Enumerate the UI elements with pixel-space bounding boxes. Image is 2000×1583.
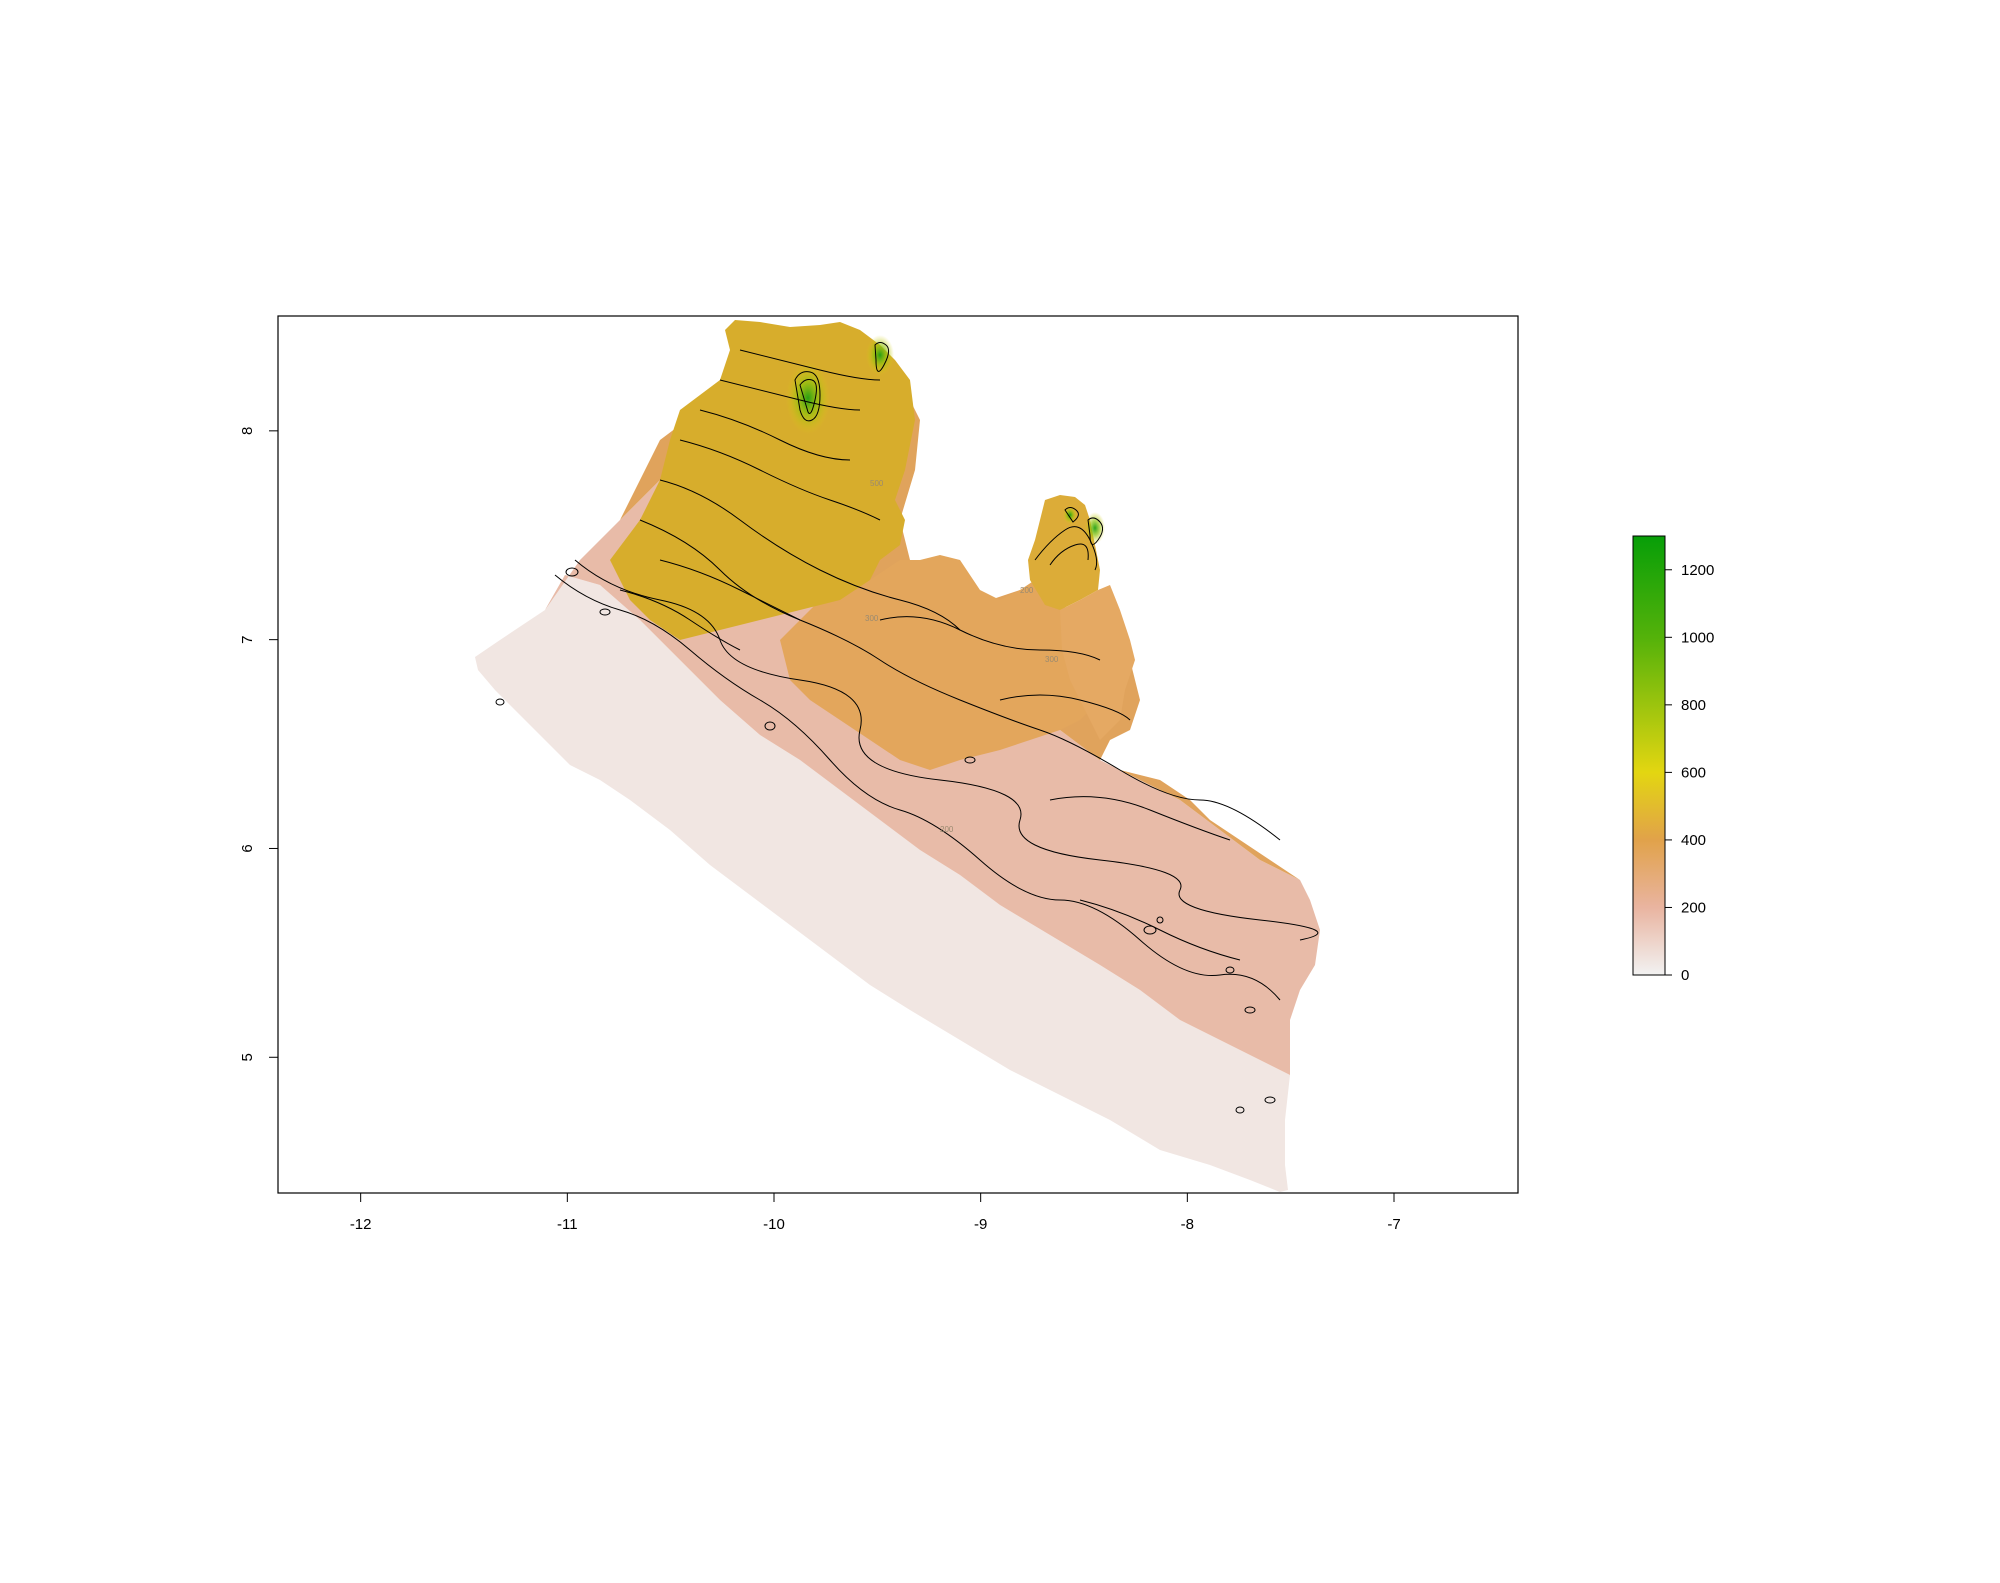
contour-label-4: 200 xyxy=(1020,586,1034,595)
colorbar-tick-label: 0 xyxy=(1681,967,1689,984)
colorbar-tick-label: 1200 xyxy=(1681,562,1714,579)
colorbar: 0 200 400 600 800 1000 1200 xyxy=(1632,535,1714,984)
colorbar-tick-label: 800 xyxy=(1681,697,1706,714)
y-tick-label: 7 xyxy=(239,635,256,643)
contour-label-2: 300 xyxy=(1045,655,1059,664)
region-highland-north xyxy=(610,320,915,640)
y-tick-label: 6 xyxy=(239,844,256,852)
x-tick-label: -7 xyxy=(1387,1216,1400,1233)
contour-label-3: 200 xyxy=(940,825,954,834)
colorbar-tick-label: 600 xyxy=(1681,764,1706,781)
region-highland-east xyxy=(1028,495,1100,610)
x-tick-label: -10 xyxy=(763,1216,785,1233)
x-tick-label: -8 xyxy=(1181,1216,1194,1233)
y-tick-label: 5 xyxy=(239,1053,256,1061)
peak-north-east xyxy=(866,335,894,375)
x-tick-label: -9 xyxy=(974,1216,987,1233)
contour-label-1: 300 xyxy=(865,614,879,623)
x-axis: -12 -11 -10 -9 -8 -7 xyxy=(350,1192,1401,1233)
peak-east xyxy=(1085,512,1105,544)
colorbar-tick-label: 200 xyxy=(1681,899,1706,916)
peak-east-2 xyxy=(1063,506,1077,524)
region-lowland xyxy=(475,575,1290,1192)
peak-north xyxy=(786,362,830,434)
y-axis: 5 6 7 8 xyxy=(239,427,279,1061)
y-tick-label: 8 xyxy=(239,427,256,435)
contour-lines xyxy=(495,342,1319,1114)
region-central-upland xyxy=(780,555,1110,770)
colorbar-body xyxy=(1632,535,1666,976)
x-tick-label: -12 xyxy=(350,1216,372,1233)
colorbar-tick-label: 400 xyxy=(1681,832,1706,849)
colorbar-tick-label: 1000 xyxy=(1681,629,1714,646)
x-tick-label: -11 xyxy=(557,1216,578,1233)
contour-label-5: 500 xyxy=(870,479,884,488)
region-east-lobe xyxy=(1060,585,1135,740)
